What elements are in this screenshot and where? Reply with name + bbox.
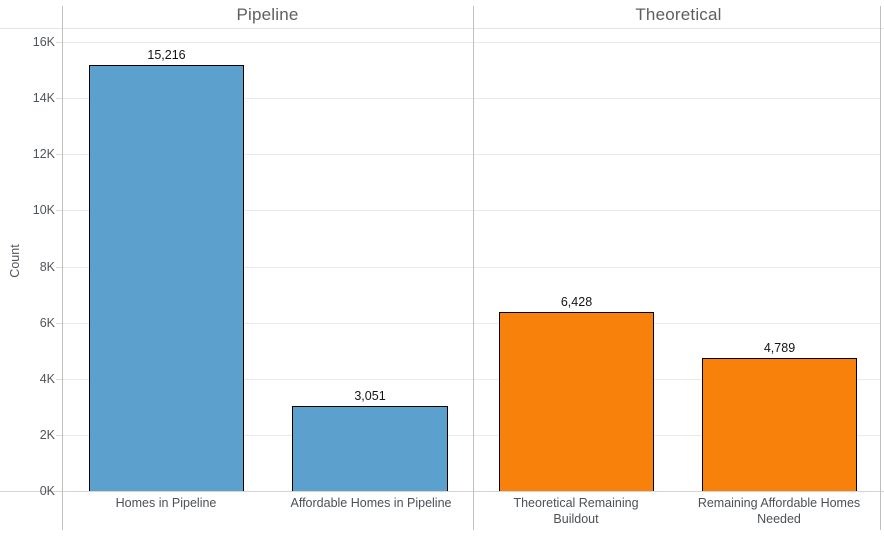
plot-area: 15,216 3,051 6,428 4,789 (62, 29, 880, 492)
panel-title-theoretical: Theoretical (635, 5, 722, 24)
y-tick-label: 8K (39, 259, 55, 274)
x-axis-baseline (0, 491, 884, 492)
gridline (62, 154, 880, 156)
y-tick-label: 14K (32, 91, 55, 106)
gridline (62, 322, 880, 324)
y-tick-mark (56, 154, 62, 156)
bar-theoretical-remaining-buildout[interactable] (499, 311, 654, 492)
y-tick-label: 12K (32, 147, 55, 162)
panel-divider-line (473, 6, 474, 530)
x-label-homes-in-pipeline: Homes in Pipeline (115, 496, 217, 510)
bar-group: 15,216 (89, 29, 244, 492)
y-tick-label: 10K (32, 203, 55, 218)
x-label-affordable-homes-in-pipeline: Affordable Homes in Pipeline (290, 496, 452, 510)
x-label-remaining-affordable-homes-needed: Remaining Affordable Homes Needed (697, 496, 861, 526)
y-tick-label: 6K (39, 315, 55, 330)
bar-affordable-homes-in-pipeline[interactable] (292, 406, 448, 492)
y-tick-mark (56, 378, 62, 380)
x-label-theoretical-remaining-buildout: Theoretical Remaining Buildout (513, 496, 639, 526)
y-tick-mark (56, 210, 62, 212)
y-axis-line (62, 6, 63, 530)
bar-value-label: 15,216 (147, 48, 186, 63)
gridline (62, 378, 880, 380)
bar-group: 4,789 (702, 29, 857, 492)
gridline (62, 434, 880, 436)
gridline (62, 266, 880, 268)
bar-remaining-affordable-homes-needed[interactable] (702, 357, 857, 492)
y-tick-label: 4K (39, 371, 55, 386)
panel-title-pipeline: Pipeline (236, 5, 299, 24)
gridline (62, 42, 880, 43)
bar-value-label: 6,428 (560, 294, 593, 309)
y-tick-mark (56, 434, 62, 436)
y-tick-mark (56, 322, 62, 324)
y-tick-mark (56, 42, 62, 43)
y-tick-mark (56, 266, 62, 268)
top-border-line (0, 28, 884, 29)
y-tick-label: 0K (39, 484, 55, 498)
y-tick-label: 2K (39, 427, 55, 442)
y-tick-mark (56, 98, 62, 100)
gridline (62, 98, 880, 100)
y-tick-label: 16K (32, 35, 55, 49)
bar-homes-in-pipeline[interactable] (89, 65, 244, 492)
gridline (62, 210, 880, 212)
bar-value-label: 4,789 (763, 340, 796, 355)
bar-group: 3,051 (292, 29, 448, 492)
bar-value-label: 3,051 (354, 389, 386, 404)
right-border-line (880, 6, 881, 530)
bar-group: 6,428 (499, 29, 654, 492)
